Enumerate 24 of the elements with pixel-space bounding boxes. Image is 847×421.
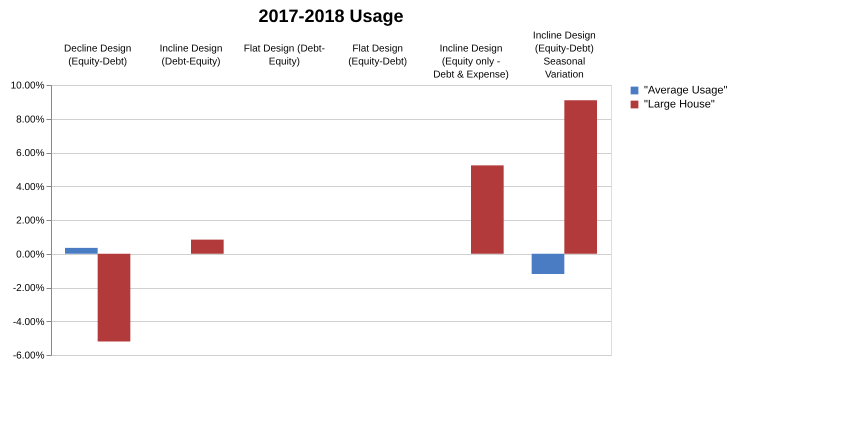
bar: [98, 254, 130, 342]
y-tick-label: 0.00%: [16, 249, 45, 260]
y-tick-label: 10.00%: [10, 80, 45, 92]
y-tick-label: -4.00%: [12, 316, 45, 328]
y-tick-label: 2.00%: [16, 216, 45, 226]
legend-label: "Large House": [644, 98, 715, 110]
y-tick-label: -2.00%: [12, 283, 45, 294]
bar: [471, 165, 504, 254]
chart-title: 2017-2018 Usage: [258, 6, 404, 26]
x-tick-label: Flat Design (Equity-Debt): [348, 44, 408, 68]
legend-label: "Average Usage": [644, 84, 728, 96]
y-tick-label: 6.00%: [16, 148, 45, 159]
y-tick-label: 8.00%: [16, 114, 45, 126]
bar: [532, 254, 564, 274]
y-tick-label: 4.00%: [16, 182, 45, 193]
x-tick-label: Flat Design (Debt- Equity): [244, 44, 325, 68]
y-tick-label: -6.00%: [12, 350, 45, 362]
bar: [564, 100, 597, 254]
bar: [65, 248, 98, 254]
x-tick-label: Incline Design (Equity-Debt) Seasonal Variation: [532, 30, 596, 80]
x-tick-label: Decline Design (Equity-Debt): [64, 44, 132, 68]
x-tick-label: Incline Design (Debt-Equity): [160, 44, 222, 68]
x-tick-label: Incline Design (Equity only - Debt & Expense): [433, 44, 509, 80]
bar: [191, 240, 224, 254]
